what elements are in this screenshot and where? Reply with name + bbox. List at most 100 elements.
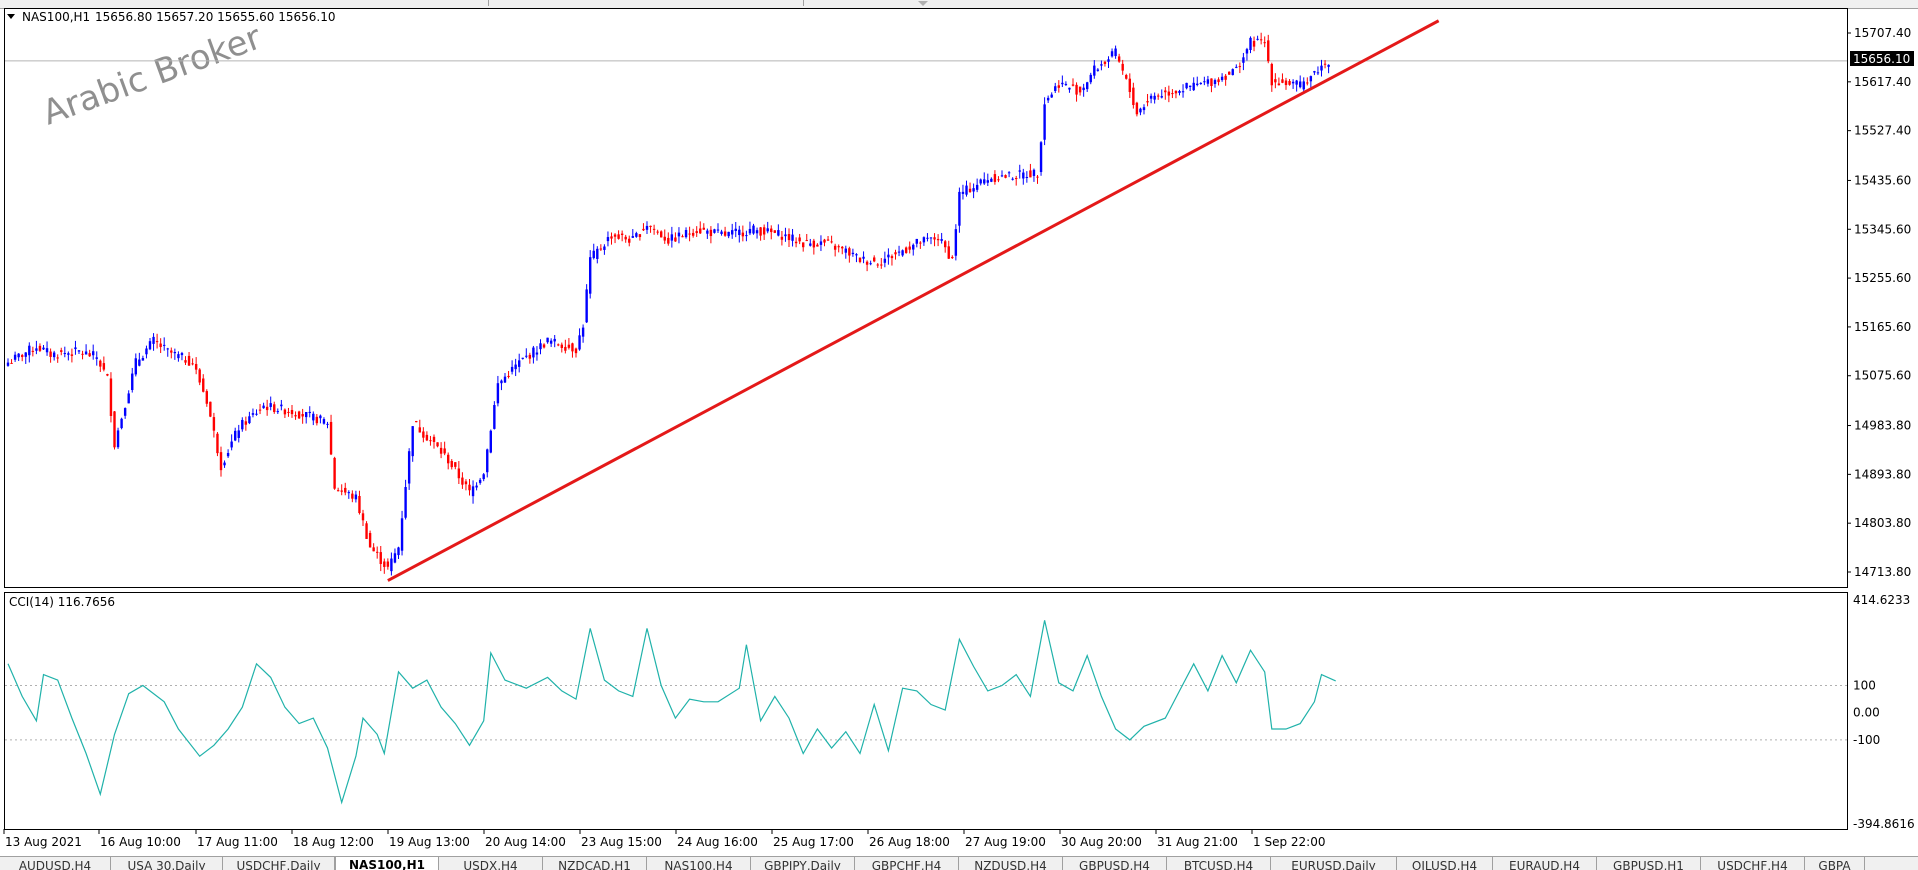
time-axis-label: 18 Aug 12:00 (293, 835, 374, 849)
cci-level-label: 0.00 (1853, 706, 1880, 720)
candle-body (613, 234, 617, 237)
candle-body (667, 237, 670, 244)
candle-body (745, 235, 748, 237)
chart-tab[interactable]: NZDUSD,H4 (959, 857, 1063, 870)
time-axis-label: 27 Aug 19:00 (965, 835, 1046, 849)
chart-tab[interactable]: NAS100,H1 (335, 857, 439, 870)
candle-body (478, 479, 482, 483)
candle-body (475, 485, 478, 488)
candle-body (954, 229, 958, 256)
candle-body (1128, 78, 1131, 93)
candle-body (521, 357, 524, 359)
candle-body (826, 239, 830, 241)
candle-body (674, 237, 677, 242)
chart-tab[interactable]: GBPCHF,H4 (855, 857, 959, 870)
candle-body (344, 487, 347, 493)
candle-body (322, 419, 326, 424)
candle-body (173, 351, 177, 354)
chart-tab[interactable]: NZDCAD,H1 (543, 857, 647, 870)
candle-body (1086, 82, 1089, 90)
candle-body (10, 362, 13, 364)
collapse-arrow-icon[interactable] (918, 1, 928, 6)
candle-body (1210, 78, 1213, 87)
candle-body (38, 345, 42, 351)
candle-body (308, 411, 311, 414)
chart-tab[interactable]: GBPA (1805, 857, 1865, 870)
candle-body (514, 364, 517, 370)
candle-body (251, 413, 255, 415)
candle-body (92, 351, 95, 356)
candle-body (628, 238, 631, 243)
trendline[interactable] (387, 19, 1440, 582)
chart-tab[interactable]: GBPJPY,Daily (751, 857, 855, 870)
candle-body (159, 343, 162, 348)
candle-body (656, 231, 659, 233)
candle-body (933, 237, 936, 240)
candle-body (557, 344, 560, 346)
candle-body (372, 547, 375, 552)
chart-tab[interactable]: USDX,H4 (439, 857, 543, 870)
candle-body (265, 406, 269, 411)
chart-tab[interactable]: EURUSD,Daily (1271, 857, 1397, 870)
time-axis-label: 31 Aug 21:00 (1157, 835, 1238, 849)
candle-body (699, 228, 702, 234)
candle-body (187, 355, 191, 366)
cci-indicator-panel[interactable]: CCI(14) 116.7656 100 0.00 -100 414.6233 -3… (0, 592, 1918, 856)
candle-body (975, 184, 979, 190)
candle-body (1135, 102, 1139, 115)
candle-body (723, 231, 727, 236)
candle-body (589, 257, 592, 294)
chart-tab[interactable]: NAS100,H4 (647, 857, 751, 870)
chart-tab[interactable]: GBPUSD,H1 (1597, 857, 1701, 870)
candle-body (354, 494, 358, 500)
candle-body (184, 360, 187, 363)
chart-tab[interactable]: AUDUSD,H4 (0, 857, 111, 870)
price-chart[interactable]: NAS100,H1 15656.80 15657.20 15655.60 156… (0, 0, 1918, 592)
candle-body (347, 492, 350, 494)
time-axis-label: 30 Aug 20:00 (1061, 835, 1142, 849)
candle-body (67, 353, 70, 355)
candle-body (912, 244, 915, 250)
candle-body (1132, 87, 1135, 106)
candle-body (1302, 81, 1305, 90)
candle-body (464, 481, 468, 485)
candle-body (709, 229, 713, 237)
candle-body (766, 228, 769, 232)
candle-body (102, 363, 106, 370)
candle-body (681, 236, 684, 238)
chart-tab[interactable]: BTCUSD,H4 (1167, 857, 1271, 870)
price-axis-label: 15345.60 (1854, 222, 1911, 236)
candle-body (951, 256, 954, 259)
candle-body (1192, 82, 1195, 91)
candle-body (546, 337, 549, 343)
candle-body (1011, 178, 1014, 180)
candle-body (216, 433, 219, 454)
candle-body (620, 233, 624, 236)
candle-body (262, 405, 265, 409)
candle-body (823, 239, 826, 243)
candle-body (1096, 69, 1100, 71)
candle-body (1320, 65, 1323, 71)
chart-tab[interactable]: USA 30,Daily (111, 857, 223, 870)
candle-body (194, 363, 198, 370)
candle-body (1291, 81, 1295, 84)
candle-body (386, 561, 390, 567)
candle-body (841, 246, 844, 249)
cci-min-label: -394.8616 (1853, 817, 1915, 831)
chart-tab[interactable]: USDCHF,Daily (223, 857, 335, 870)
candle-body (1157, 95, 1160, 97)
chart-tab[interactable]: GBPUSD,H4 (1063, 857, 1167, 870)
dropdown-arrow-icon[interactable] (7, 14, 15, 19)
chart-tab[interactable]: USDCHF,H4 (1701, 857, 1805, 870)
candle-body (1203, 81, 1206, 83)
candle-body (542, 344, 546, 348)
chart-tab[interactable]: EURAUD,H4 (1493, 857, 1597, 870)
candle-body (212, 417, 216, 431)
candle-body (979, 179, 982, 184)
candle-body (915, 238, 918, 244)
candle-body (805, 240, 808, 242)
chart-tab[interactable]: OILUSD,H4 (1397, 857, 1493, 870)
candle-body (922, 237, 926, 243)
candle-body (560, 344, 563, 348)
candle-body (1068, 87, 1071, 90)
